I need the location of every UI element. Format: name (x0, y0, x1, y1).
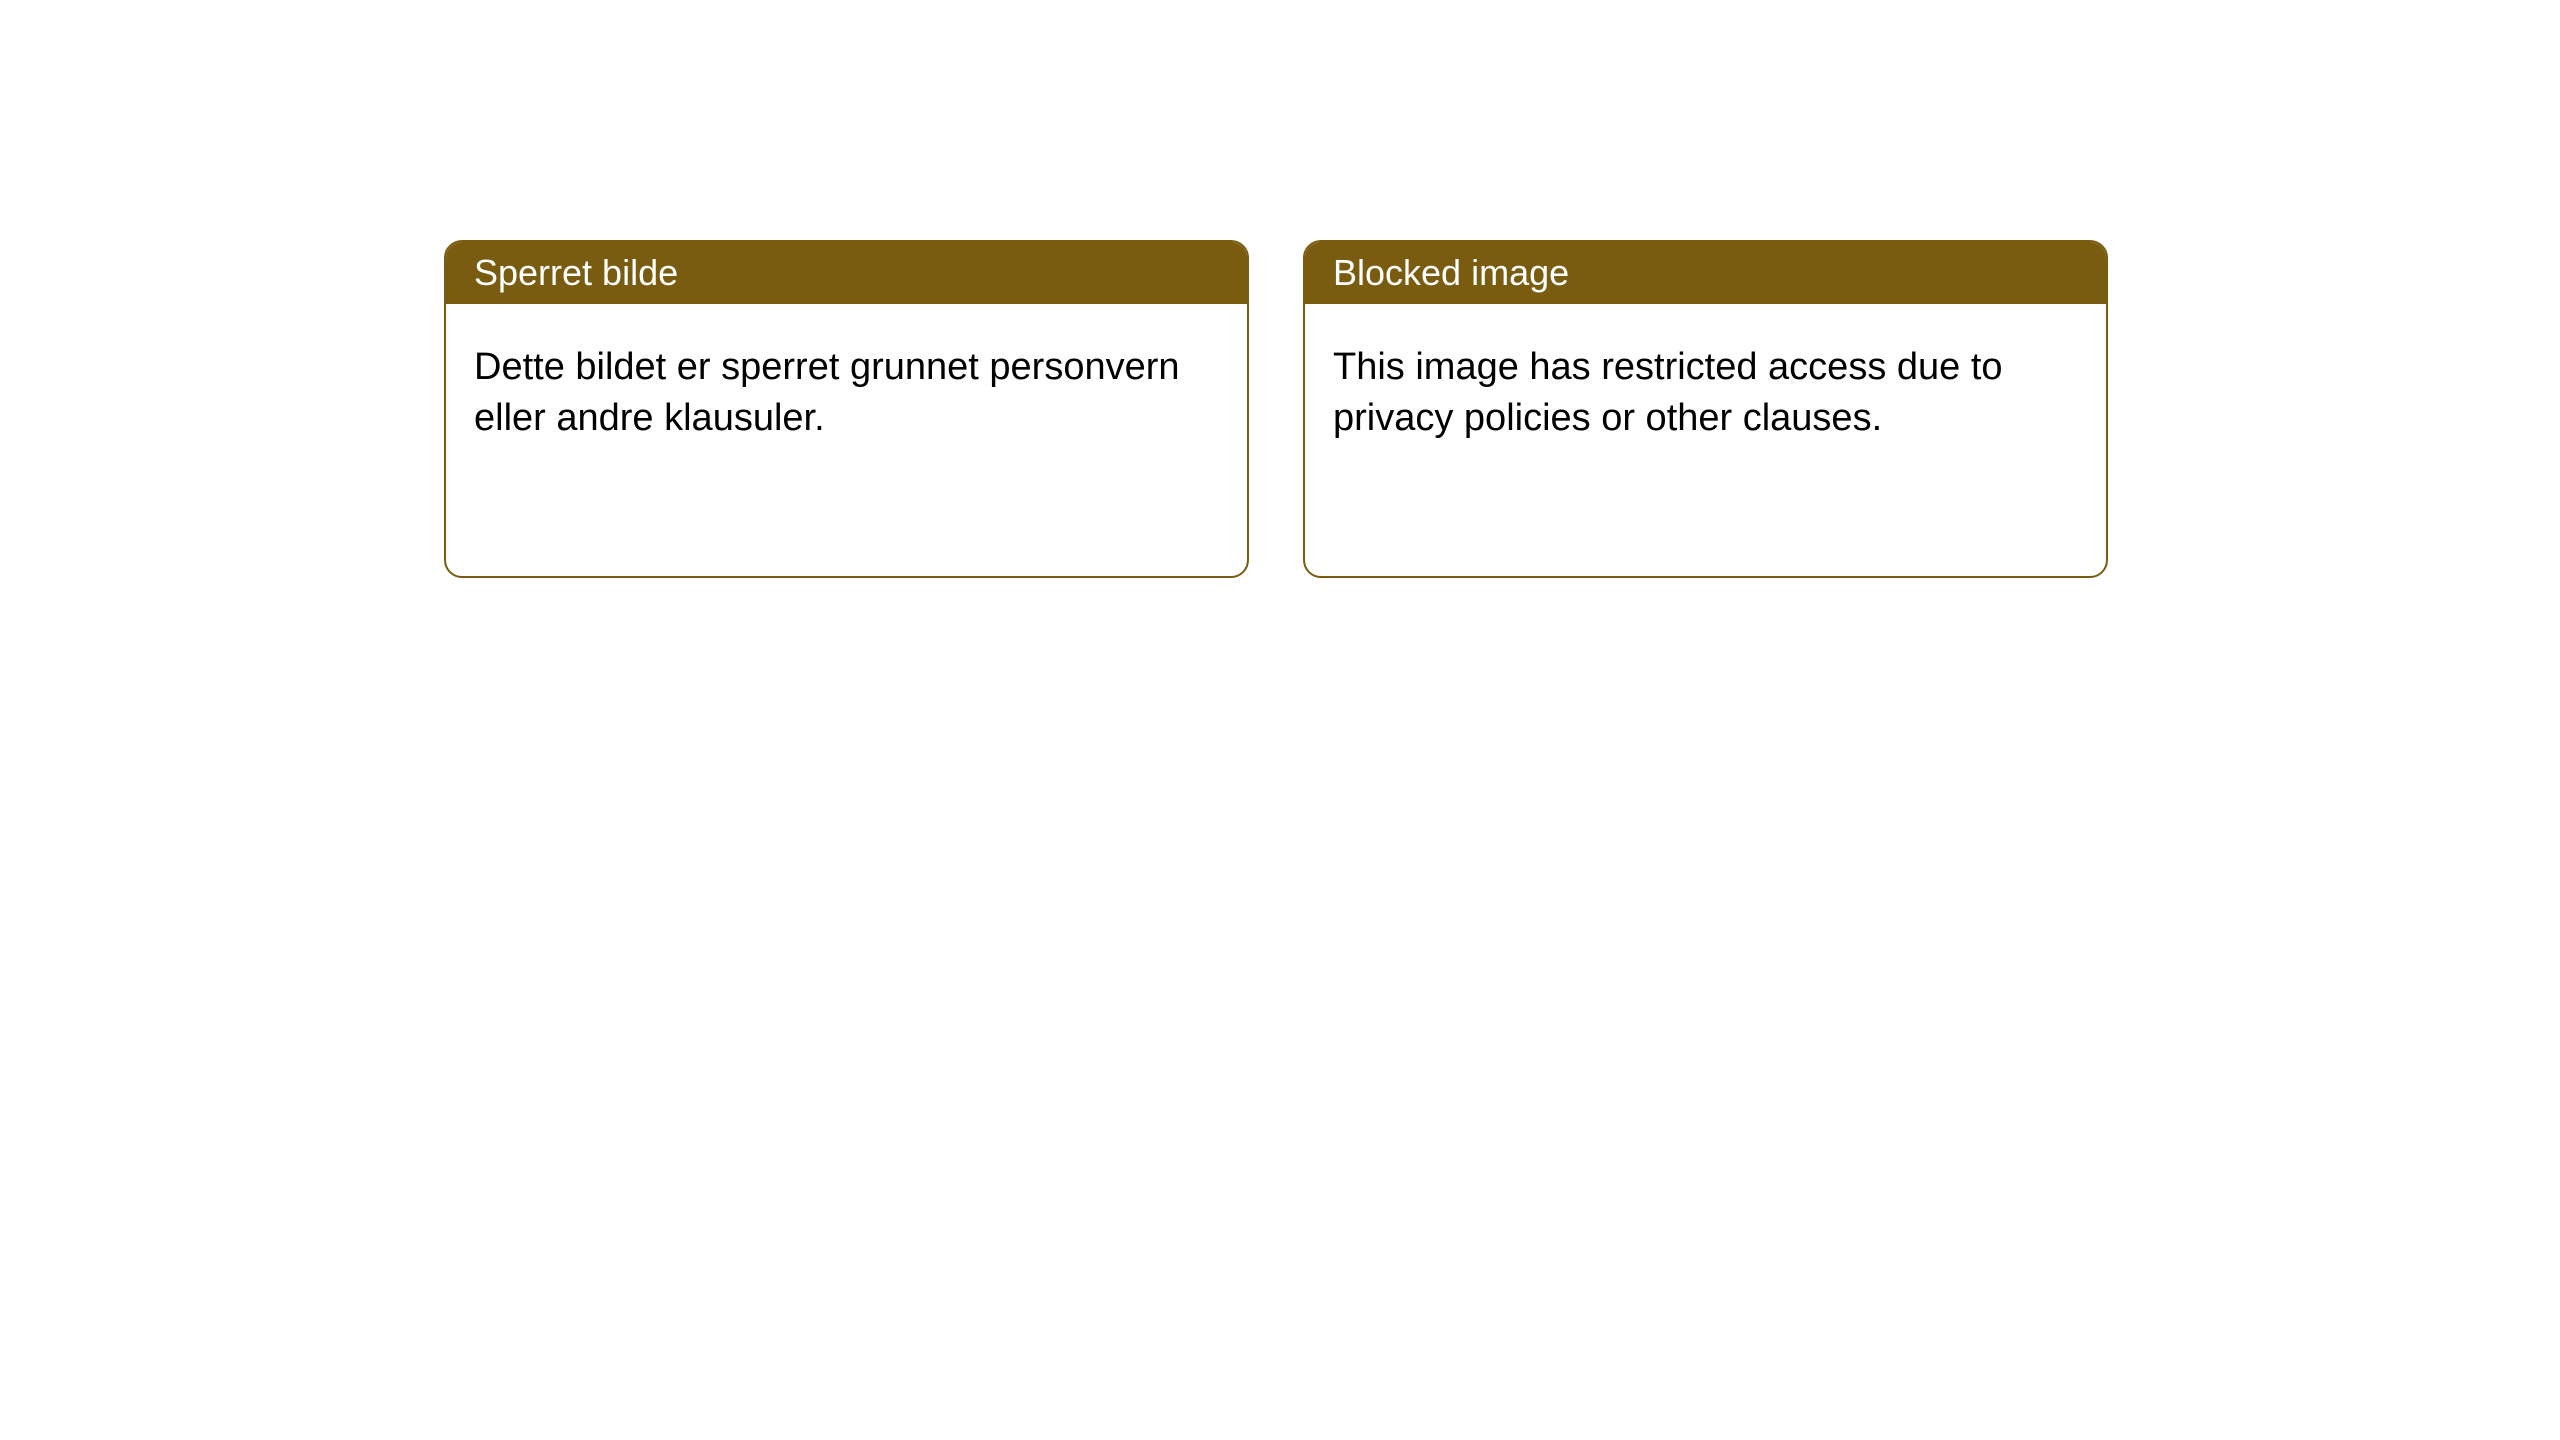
card-header: Sperret bilde (446, 242, 1247, 304)
card-title: Blocked image (1333, 252, 1569, 293)
notice-cards-container: Sperret bilde Dette bildet er sperret gr… (0, 0, 2560, 578)
card-body-text: This image has restricted access due to … (1333, 346, 2003, 439)
card-body-text: Dette bildet er sperret grunnet personve… (474, 346, 1180, 439)
card-header: Blocked image (1305, 242, 2106, 304)
card-title: Sperret bilde (474, 252, 678, 293)
notice-card-english: Blocked image This image has restricted … (1303, 240, 2108, 578)
card-body: This image has restricted access due to … (1305, 304, 2106, 483)
notice-card-norwegian: Sperret bilde Dette bildet er sperret gr… (444, 240, 1249, 578)
card-body: Dette bildet er sperret grunnet personve… (446, 304, 1247, 483)
